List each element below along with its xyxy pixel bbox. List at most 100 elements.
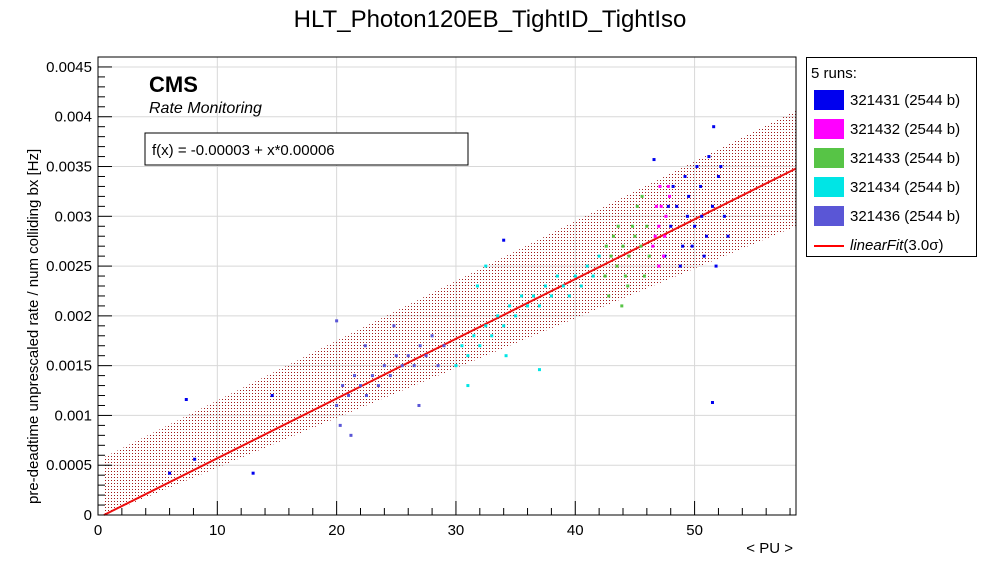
- x-axis-ticks: 0 10 20 30 40 50: [94, 501, 791, 539]
- data-point-series-4: [349, 433, 353, 437]
- data-points: [168, 125, 730, 475]
- data-point-series-1: [657, 264, 661, 268]
- data-point-series-3: [484, 324, 488, 328]
- data-point-series-1: [666, 184, 670, 188]
- data-point-series-3: [508, 304, 512, 308]
- data-point-series-3: [526, 304, 530, 308]
- legend-item-321436: 321436 (2544 b): [812, 204, 976, 230]
- y-tick-label: 0: [84, 507, 92, 524]
- data-point-series-2: [640, 194, 644, 198]
- data-point-series-3: [585, 264, 589, 268]
- y-axis-ticks: 0 0.0005 0.001 0.0015 0.002 0.0025 0.003 0.0035…: [46, 56, 112, 524]
- data-point-series-4: [400, 364, 404, 368]
- data-point-series-2: [603, 274, 607, 278]
- data-point-series-4: [335, 319, 339, 323]
- data-point-series-3: [597, 254, 601, 258]
- subtitle-label: Rate Monitoring: [149, 100, 262, 117]
- data-point-series-0: [710, 400, 714, 404]
- data-point-series-4: [364, 394, 368, 398]
- x-tick-label: 20: [328, 522, 345, 539]
- data-point-series-0: [270, 394, 274, 398]
- data-point-series-0: [193, 457, 197, 461]
- legend-fit-label-tail: (3.0σ): [903, 237, 944, 254]
- data-point-series-0: [693, 224, 697, 228]
- data-point-series-2: [635, 204, 639, 208]
- data-point-series-4: [376, 384, 380, 388]
- data-point-series-3: [504, 354, 508, 358]
- data-point-series-0: [699, 184, 703, 188]
- data-point-series-3: [454, 364, 458, 368]
- legend-swatch: [814, 90, 844, 110]
- legend-fit-line: [814, 245, 844, 247]
- data-point-series-0: [678, 264, 682, 268]
- data-point-series-1: [654, 204, 658, 208]
- legend: 5 runs: 321431 (2544 b) 321432 (2544 b) …: [806, 57, 977, 257]
- legend-swatch: [814, 119, 844, 139]
- data-point-series-2: [645, 224, 649, 228]
- legend-fit-label-main: linearFit: [850, 237, 904, 254]
- data-point-series-3: [537, 368, 541, 372]
- fit-formula: f(x) = -0.00003 + x*0.00006: [152, 142, 335, 159]
- y-tick-label: 0.0005: [46, 457, 92, 474]
- data-point-series-4: [430, 334, 434, 338]
- data-point-series-0: [184, 398, 188, 402]
- data-point-series-4: [382, 364, 386, 368]
- data-point-series-2: [607, 294, 611, 298]
- data-point-series-3: [520, 294, 524, 298]
- chart-title: HLT_Photon120EB_TightID_TightIso: [294, 6, 687, 33]
- data-point-series-4: [338, 423, 342, 427]
- data-point-series-1: [657, 224, 661, 228]
- legend-item-321433: 321433 (2544 b): [812, 146, 976, 172]
- legend-label: 321433 (2544 b): [850, 150, 961, 167]
- data-point-series-0: [716, 174, 720, 178]
- y-tick-label: 0.0025: [46, 258, 92, 275]
- y-tick-label: 0.003: [54, 208, 92, 225]
- data-point-series-0: [700, 214, 704, 218]
- data-point-series-3: [555, 274, 559, 278]
- data-point-series-3: [567, 294, 571, 298]
- data-point-series-4: [406, 354, 410, 358]
- x-tick-label: 40: [567, 522, 584, 539]
- data-point-series-4: [335, 403, 339, 407]
- y-tick-label: 0.0015: [46, 358, 92, 375]
- data-point-series-1: [662, 254, 666, 258]
- data-point-series-4: [418, 344, 422, 348]
- data-point-series-0: [671, 184, 675, 188]
- data-point-series-0: [722, 214, 726, 218]
- data-point-series-3: [543, 284, 547, 288]
- y-tick-label: 0.001: [54, 407, 92, 424]
- data-point-series-4: [363, 344, 367, 348]
- data-point-series-0: [652, 158, 656, 162]
- data-point-series-0: [675, 204, 679, 208]
- data-point-series-4: [388, 374, 392, 378]
- y-tick-label: 0.0035: [46, 159, 92, 176]
- data-point-series-0: [681, 244, 685, 248]
- fit-formula-box: [144, 132, 469, 166]
- y-tick-label: 0.004: [54, 109, 92, 126]
- fit-band: [103, 110, 796, 515]
- data-point-series-4: [412, 364, 416, 368]
- data-point-series-4: [353, 374, 357, 378]
- data-point-series-3: [573, 274, 577, 278]
- data-point-series-2: [642, 274, 646, 278]
- y-tick-label: 0.002: [54, 308, 92, 325]
- data-point-series-1: [664, 214, 668, 218]
- fit-line: [103, 167, 797, 516]
- data-point-series-0: [719, 165, 723, 169]
- data-point-series-2: [623, 274, 627, 278]
- data-point-series-4: [358, 384, 362, 388]
- x-tick-label: 0: [94, 522, 102, 539]
- x-axis-label: < PU >: [746, 540, 793, 557]
- data-point-series-0: [685, 214, 689, 218]
- data-point-series-2: [631, 224, 635, 228]
- x-tick-label: 50: [686, 522, 703, 539]
- legend-item-321432: 321432 (2544 b): [812, 117, 976, 143]
- legend-item-321431: 321431 (2544 b): [812, 88, 976, 114]
- legend-swatch: [814, 148, 844, 168]
- legend-label: 321432 (2544 b): [850, 121, 961, 138]
- data-point-series-3: [490, 334, 494, 338]
- data-point-series-3: [549, 294, 553, 298]
- data-point-series-3: [475, 284, 479, 288]
- data-point-series-3: [561, 284, 565, 288]
